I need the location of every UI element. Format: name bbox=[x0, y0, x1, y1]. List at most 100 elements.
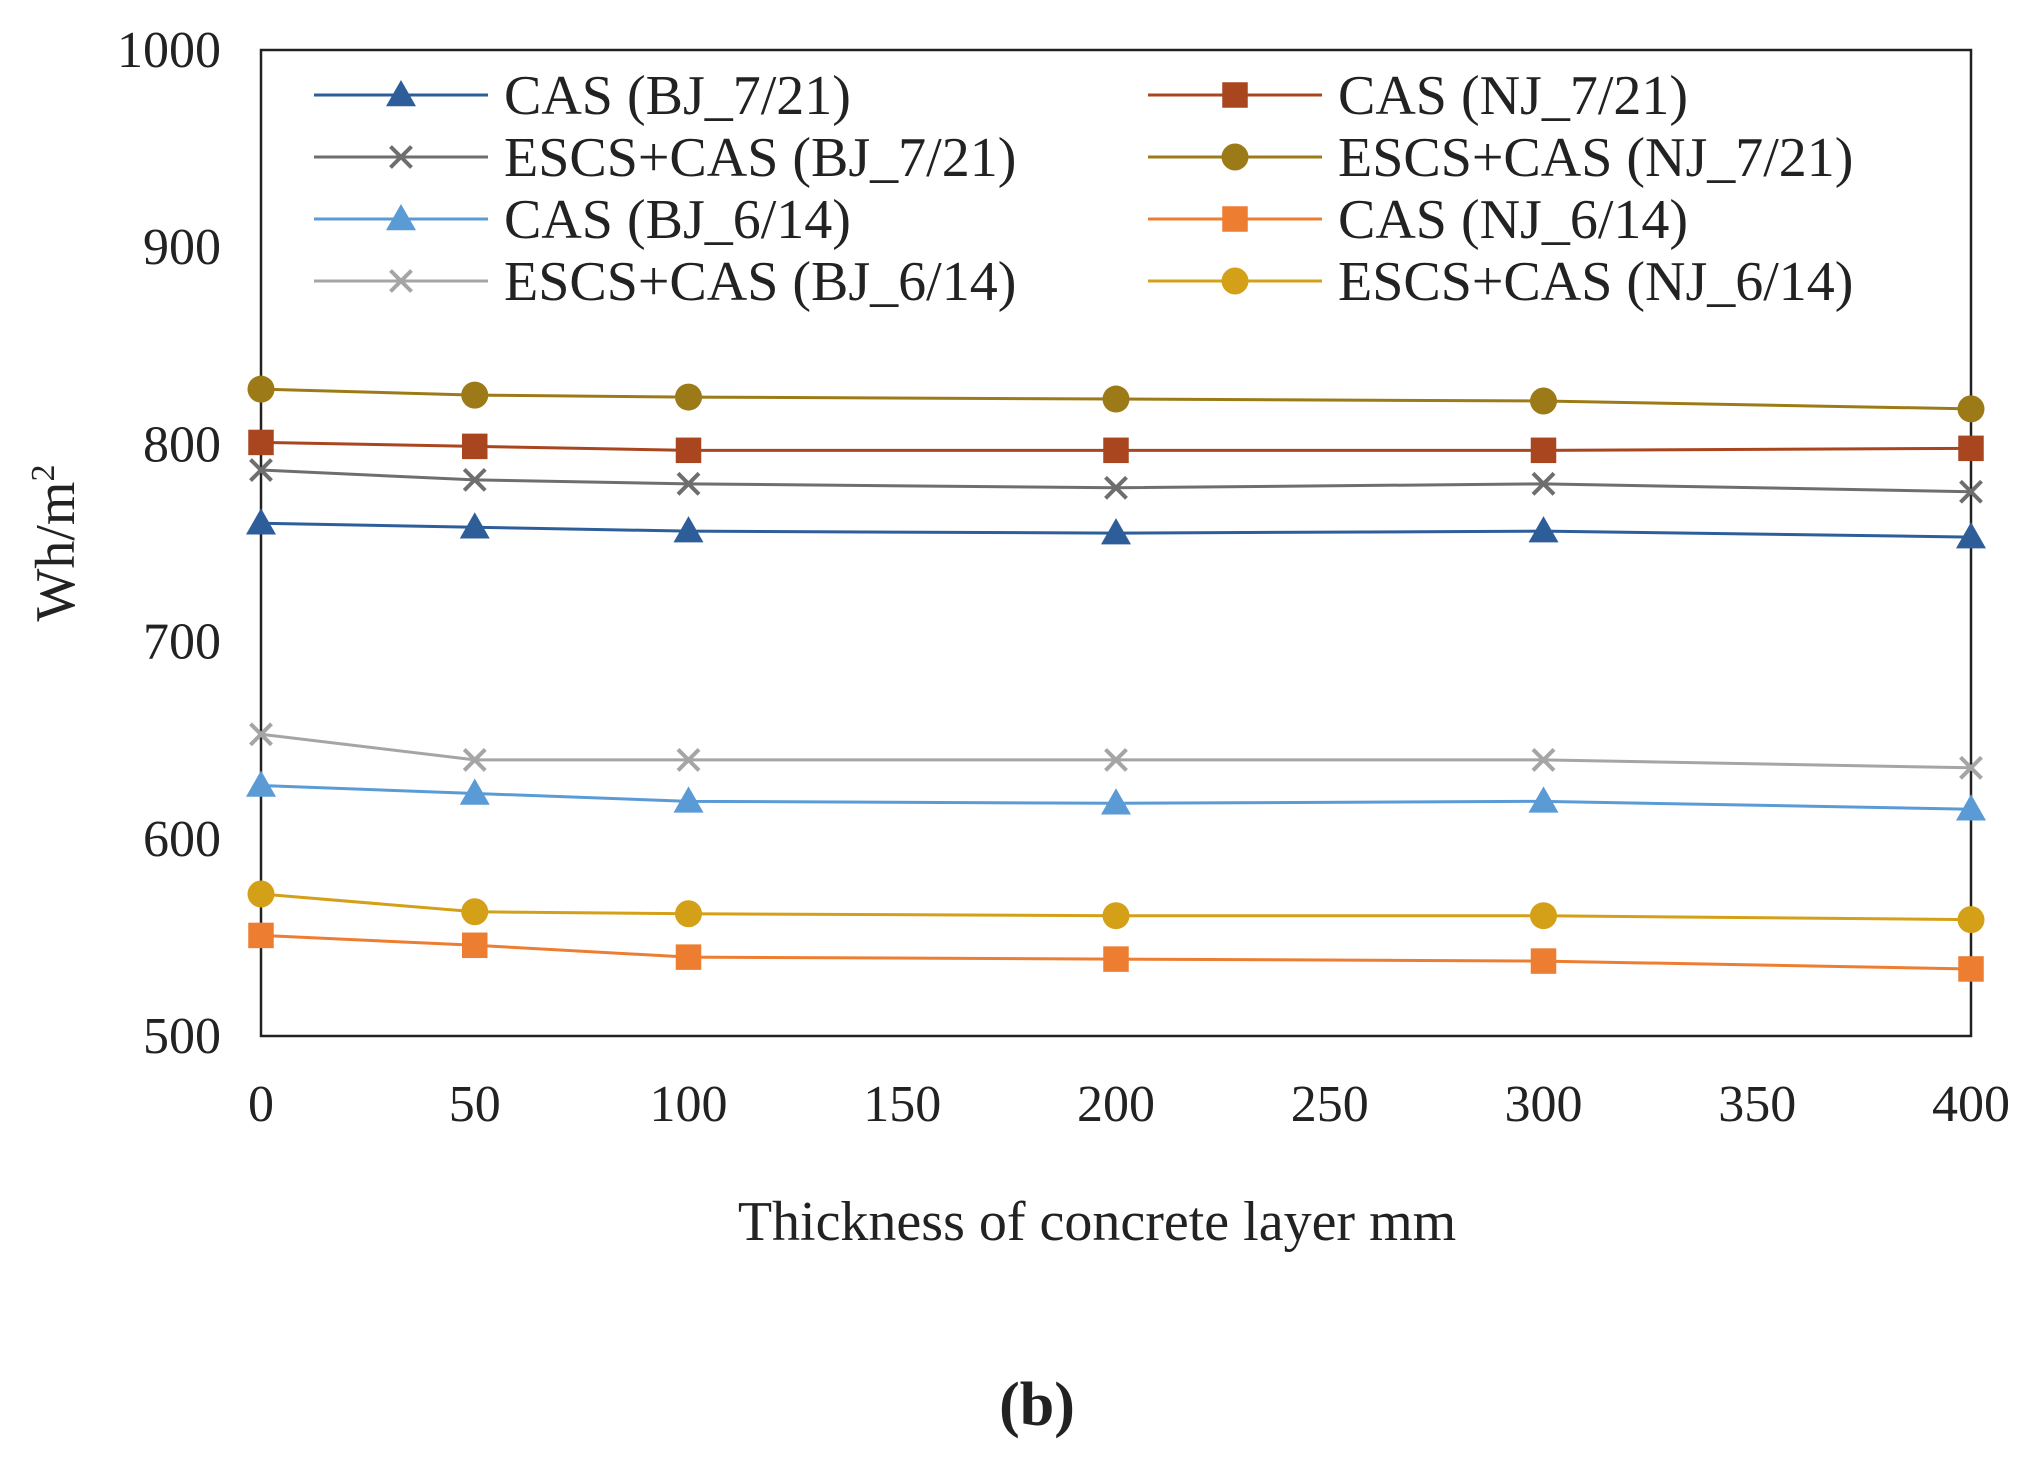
x-tick-label: 300 bbox=[1505, 1076, 1583, 1133]
series-line bbox=[260, 387, 1972, 411]
series-line bbox=[260, 732, 1972, 770]
series-1 bbox=[246, 508, 1986, 549]
data-point-stroke-b bbox=[1531, 471, 1556, 496]
data-point-stroke-b bbox=[249, 458, 273, 482]
data-point bbox=[461, 381, 489, 409]
y-tick-label: 700 bbox=[143, 614, 221, 671]
legend-marker bbox=[389, 269, 413, 293]
x-tick-label: 150 bbox=[863, 1076, 941, 1133]
data-point bbox=[1104, 748, 1128, 772]
legend-marker bbox=[1221, 267, 1249, 295]
series-line bbox=[260, 933, 1972, 971]
series-3 bbox=[249, 458, 1983, 504]
legend-marker bbox=[1222, 206, 1248, 232]
data-point-stroke-b bbox=[676, 471, 701, 496]
data-point bbox=[248, 922, 274, 949]
x-tick-label: 400 bbox=[1932, 1076, 2010, 1133]
y-tick-label: 1000 bbox=[117, 22, 221, 79]
data-point bbox=[676, 471, 701, 496]
y-tick-label: 800 bbox=[143, 416, 221, 473]
data-point bbox=[1102, 902, 1130, 930]
data-point bbox=[1528, 516, 1559, 543]
panel-label: (b) bbox=[999, 1371, 1075, 1439]
data-point bbox=[462, 433, 488, 460]
series-line bbox=[260, 892, 1972, 922]
data-point bbox=[459, 778, 490, 805]
legend-label: ESCS+CAS (NJ_6/14) bbox=[1338, 251, 1853, 313]
data-point bbox=[1530, 437, 1557, 464]
data-point bbox=[1102, 385, 1130, 413]
x-tick-label: 350 bbox=[1718, 1076, 1796, 1133]
series-4 bbox=[247, 375, 1985, 423]
y-tick-label: 600 bbox=[143, 811, 221, 868]
x-tick-label: 100 bbox=[650, 1076, 728, 1133]
data-point bbox=[1528, 786, 1559, 813]
x-tick-label: 200 bbox=[1077, 1076, 1155, 1133]
data-point bbox=[1104, 475, 1128, 500]
data-point bbox=[1958, 435, 1984, 462]
legend-item: ESCS+CAS (BJ_6/14) bbox=[314, 251, 1016, 313]
x-tick-label: 50 bbox=[449, 1076, 501, 1133]
legend-marker bbox=[386, 80, 416, 107]
data-point-stroke-b bbox=[1959, 479, 1983, 504]
y-tick-label: 500 bbox=[143, 1008, 221, 1065]
series-2 bbox=[248, 429, 1984, 464]
legend-item: CAS (BJ_6/14) bbox=[314, 189, 851, 251]
data-point bbox=[249, 458, 273, 482]
legend-marker-stroke-b bbox=[389, 145, 413, 169]
legend-marker bbox=[386, 204, 416, 231]
data-point-stroke-b bbox=[1959, 755, 1983, 780]
series-5 bbox=[246, 770, 1986, 821]
series-line bbox=[260, 440, 1972, 452]
data-point bbox=[462, 748, 487, 772]
legend-item: ESCS+CAS (NJ_6/14) bbox=[1148, 251, 1853, 313]
x-axis-title: Thickness of concrete layer mm bbox=[738, 1191, 1456, 1253]
data-point bbox=[675, 383, 702, 411]
data-point bbox=[246, 508, 276, 535]
series-6 bbox=[248, 922, 1984, 982]
y-tick-label: 900 bbox=[143, 219, 221, 276]
data-point bbox=[1958, 956, 1984, 982]
data-point bbox=[676, 748, 701, 772]
data-point bbox=[675, 900, 702, 928]
legend-marker bbox=[389, 145, 413, 169]
legend-item: CAS (NJ_6/14) bbox=[1148, 189, 1688, 251]
data-point bbox=[1101, 518, 1131, 545]
legend-item: ESCS+CAS (NJ_7/21) bbox=[1148, 127, 1853, 189]
data-point-stroke-b bbox=[249, 722, 273, 747]
data-point bbox=[1103, 437, 1129, 464]
data-point bbox=[1101, 788, 1131, 815]
legend-label: ESCS+CAS (NJ_7/21) bbox=[1338, 127, 1853, 189]
data-point bbox=[1957, 395, 1985, 423]
data-point bbox=[1956, 794, 1986, 821]
legend-marker bbox=[1221, 143, 1249, 171]
data-point bbox=[675, 437, 702, 464]
y-axis-title-superscript: 2 bbox=[25, 465, 62, 482]
data-point bbox=[1103, 946, 1129, 972]
x-tick-label: 0 bbox=[248, 1076, 274, 1133]
series-8 bbox=[247, 880, 1985, 934]
data-point bbox=[1957, 906, 1985, 934]
series-layer bbox=[246, 375, 1986, 982]
legend-item: ESCS+CAS (BJ_7/21) bbox=[314, 127, 1016, 189]
data-point bbox=[1531, 471, 1556, 496]
legend: CAS (BJ_7/21) CAS (NJ_7/21) ESCS+CAS (BJ_7… bbox=[314, 65, 1853, 313]
legend-marker-stroke-b bbox=[389, 269, 413, 293]
series-7 bbox=[249, 722, 1983, 780]
x-axis-ticks: 0 50 100 150 200 250 300 350 400 bbox=[248, 1076, 2010, 1133]
data-point bbox=[462, 932, 488, 959]
data-point bbox=[1530, 902, 1557, 930]
data-point bbox=[249, 722, 273, 747]
data-point bbox=[1956, 522, 1986, 549]
data-point bbox=[675, 944, 702, 970]
data-point-stroke-b bbox=[1531, 748, 1556, 772]
x-tick-label: 250 bbox=[1291, 1076, 1369, 1133]
data-point bbox=[462, 467, 487, 492]
legend-marker bbox=[1222, 82, 1248, 108]
data-point bbox=[247, 375, 275, 403]
data-point bbox=[1531, 748, 1556, 772]
data-point-stroke-b bbox=[1104, 748, 1128, 772]
legend-label: CAS (BJ_6/14) bbox=[504, 189, 851, 251]
data-point bbox=[459, 512, 490, 539]
